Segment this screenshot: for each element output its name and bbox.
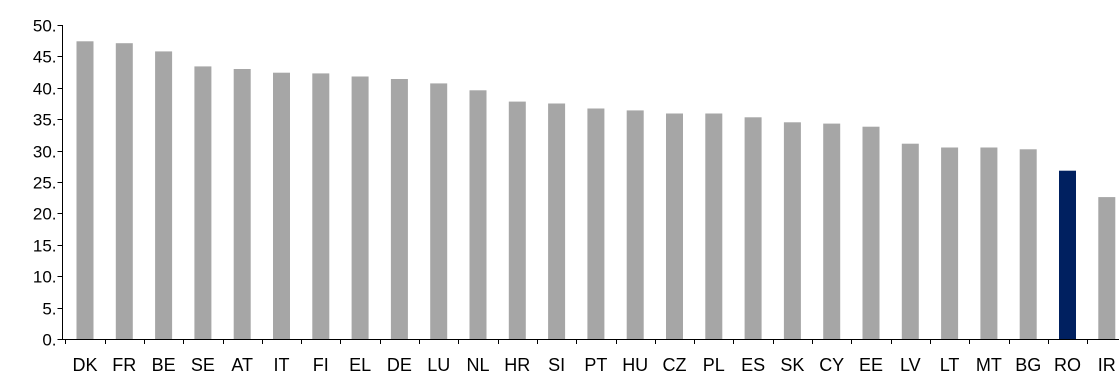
x-tick-label: DE (387, 355, 412, 375)
bar-hr (508, 101, 526, 339)
x-tick-label: PT (584, 355, 607, 375)
x-tick-label: ES (741, 355, 765, 375)
bar-el (351, 76, 369, 339)
bar-lu (430, 83, 448, 340)
bar-fr (115, 43, 133, 339)
x-tick-label: SK (780, 355, 804, 375)
x-tick-label: CZ (663, 355, 687, 375)
y-tick-label: 35. (33, 111, 57, 130)
x-tick-label: CY (819, 355, 844, 375)
x-tick-label: LU (427, 355, 450, 375)
bar-si (548, 103, 566, 339)
bar-cy (823, 123, 841, 339)
bar-bg (1019, 149, 1037, 339)
x-tick-label: IR (1098, 355, 1116, 375)
x-tick-label: LT (940, 355, 960, 375)
bar-ee (862, 126, 880, 339)
x-tick-label: IT (274, 355, 290, 375)
bar-se (194, 66, 212, 340)
y-tick-label: 50. (33, 17, 57, 36)
y-tick-label: 30. (33, 143, 57, 162)
y-tick-label: 10. (33, 268, 57, 287)
bar-de (390, 79, 408, 339)
y-tick-label: 5. (42, 300, 56, 319)
bar-fi (312, 73, 330, 340)
bar-mt (980, 147, 998, 339)
y-tick-label: 45. (33, 48, 57, 67)
x-tick-label: EL (349, 355, 371, 375)
y-tick-label: 25. (33, 174, 57, 193)
y-tick-label: 0. (42, 331, 56, 350)
bar-hu (626, 110, 644, 340)
x-tick-label: BE (152, 355, 176, 375)
x-tick-label: HR (504, 355, 530, 375)
bar-lt (941, 147, 959, 339)
x-tick-label: MT (976, 355, 1002, 375)
x-tick-label: LV (900, 355, 921, 375)
x-tick-label: SE (191, 355, 215, 375)
bar-be (155, 51, 173, 340)
y-tick-label: 15. (33, 237, 57, 256)
bar-ir (1098, 197, 1116, 339)
bar-dk (76, 41, 94, 340)
x-axis: DK FR BE SE AT IT FI EL DE LU NL HR SI PT HU CZ PL ES SK CY… (62, 339, 1119, 375)
bar-es (744, 117, 762, 339)
y-tick-label: 40. (33, 80, 57, 99)
bars (76, 41, 1116, 340)
x-tick-label: FI (313, 355, 329, 375)
x-tick-label: NL (466, 355, 489, 375)
x-tick-label: FR (112, 355, 136, 375)
y-tick-label: 20. (33, 205, 57, 224)
x-tick-label: BG (1015, 355, 1041, 375)
x-tick-label: PL (703, 355, 725, 375)
bar-nl (469, 90, 487, 339)
x-tick-label: RO (1054, 355, 1081, 375)
bar-ro (1059, 170, 1076, 339)
bar-lv (901, 143, 919, 339)
x-tick-label: AT (231, 355, 253, 375)
bar-pl (705, 113, 723, 339)
x-tick-label: HU (622, 355, 648, 375)
x-tick-label: SI (548, 355, 565, 375)
bar-sk (783, 122, 801, 339)
x-tick-label: EE (859, 355, 883, 375)
bar-it (273, 72, 290, 339)
bar-at (233, 69, 251, 339)
bar-pt (587, 108, 605, 339)
x-tick-label: DK (72, 355, 97, 375)
y-axis: 0. 5. 10. 15. 20. 25. 30. 35. 40. 45. 50. (33, 17, 63, 350)
bar-cz (666, 113, 683, 339)
